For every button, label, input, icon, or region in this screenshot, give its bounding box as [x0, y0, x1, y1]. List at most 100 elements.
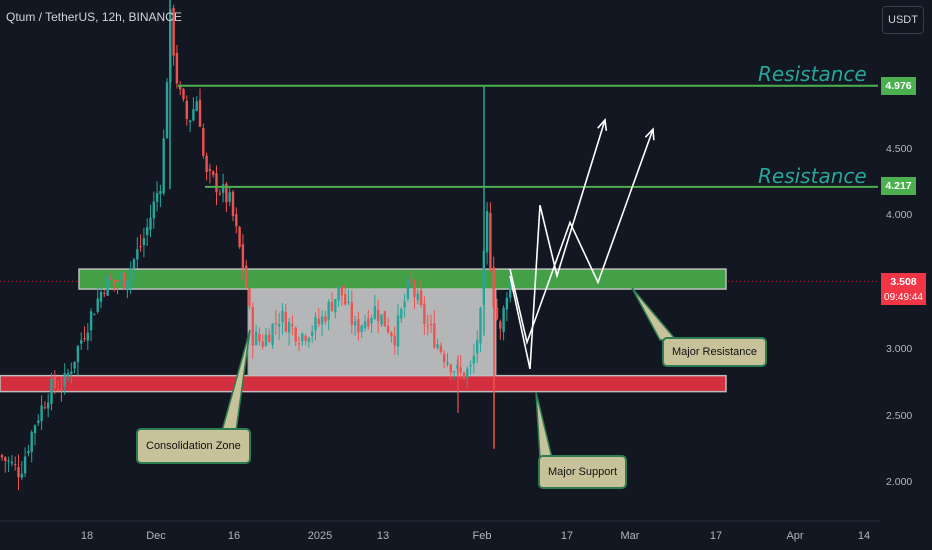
candle-body — [20, 473, 23, 478]
candle-body — [373, 306, 377, 319]
candle-body — [446, 362, 449, 365]
candle-body — [320, 316, 324, 325]
candle-body — [433, 323, 436, 348]
candle-body — [159, 191, 162, 194]
candle-body — [136, 249, 139, 260]
candle-body — [113, 279, 116, 282]
candle-body — [449, 364, 452, 373]
candle-body — [76, 346, 80, 363]
candle-body — [294, 327, 297, 342]
candle-body — [198, 99, 202, 127]
candle-body — [419, 290, 423, 305]
candle-body — [205, 155, 208, 172]
candle-body — [314, 317, 317, 331]
candle-body — [162, 138, 165, 194]
projection-path-2 — [509, 128, 654, 346]
resistance-zone — [78, 268, 727, 290]
candle-body — [423, 303, 426, 325]
candle-body — [370, 317, 373, 324]
candle-body — [363, 321, 367, 329]
candle-body — [0, 455, 4, 458]
candle-body — [175, 52, 179, 84]
currency-button[interactable]: USDT — [882, 6, 924, 34]
candle-body — [390, 332, 393, 337]
candle-body — [86, 332, 89, 341]
candle-body — [106, 275, 109, 296]
candle-body — [357, 319, 360, 333]
candle-body — [301, 333, 304, 342]
candle-body — [311, 331, 314, 336]
candle-body — [337, 286, 340, 301]
candle-body — [426, 325, 429, 327]
candle-body — [439, 345, 443, 352]
candle-body — [103, 292, 106, 294]
candle-body — [416, 293, 419, 301]
candle-body — [495, 307, 499, 320]
candle-body — [353, 321, 357, 326]
major-support-pointer — [535, 391, 553, 459]
candles-layer — [0, 0, 515, 491]
candle-body — [377, 309, 380, 322]
candle-body — [489, 212, 492, 270]
price-tick: 2.000 — [886, 476, 913, 488]
candle-body — [251, 306, 254, 346]
projection-path-1-arrowhead — [597, 118, 608, 131]
consolidation-zone-callout: Consolidation Zone — [136, 428, 251, 464]
candle-body — [30, 432, 33, 453]
candle-body — [396, 315, 400, 347]
candle-body — [96, 298, 99, 312]
candle-body — [142, 238, 146, 245]
candle-body — [53, 376, 56, 389]
candle-body — [380, 314, 383, 325]
candle-body — [40, 405, 43, 422]
candle-body — [271, 324, 274, 345]
candle-body — [63, 373, 66, 387]
current-price-tag: 3.508 — [881, 273, 926, 291]
candle-body — [14, 463, 17, 465]
candle-body — [479, 307, 482, 344]
countdown-tag: 09:49:44 — [881, 289, 926, 305]
candle-body — [505, 297, 509, 310]
candle-body — [350, 302, 353, 325]
candle-body — [83, 338, 86, 340]
time-tick: 2025 — [307, 530, 333, 542]
candle-body — [466, 368, 469, 378]
candle-body — [231, 191, 235, 216]
callout-pointers — [221, 287, 678, 459]
candle-body — [340, 286, 344, 296]
candle-body — [66, 373, 70, 377]
candle-body — [245, 265, 248, 288]
candle-body — [459, 367, 462, 373]
candle-body — [287, 322, 291, 333]
candle-body — [297, 343, 301, 345]
candle-body — [185, 100, 188, 119]
candle-body — [278, 323, 281, 327]
major-resistance-callout: Major Resistance — [662, 337, 767, 367]
resistance-label: Resistance — [758, 62, 867, 86]
candle-body — [347, 301, 350, 303]
candle-body — [139, 246, 142, 248]
zones-layer — [0, 268, 727, 393]
time-tick: 16 — [227, 530, 241, 542]
candle-body — [330, 302, 334, 311]
time-tick: 18 — [80, 530, 94, 542]
time-tick: Apr — [786, 530, 804, 542]
candle-body — [469, 365, 472, 367]
candle-body — [73, 361, 76, 369]
major-support-callout: Major Support — [538, 455, 628, 489]
candle-body — [225, 183, 228, 203]
candle-body — [129, 268, 132, 282]
candle-body — [413, 283, 416, 297]
candle-body — [344, 293, 347, 305]
candle-body — [452, 371, 456, 373]
candle-body — [254, 331, 258, 346]
candle-body — [241, 244, 245, 269]
candle-body — [215, 173, 218, 193]
candle-body — [304, 335, 307, 341]
candle-body — [116, 280, 119, 282]
projection-layer — [509, 118, 655, 370]
candle-body — [50, 378, 53, 404]
time-tick: Dec — [146, 530, 166, 542]
candle-body — [334, 299, 337, 313]
candle-body — [93, 314, 96, 316]
